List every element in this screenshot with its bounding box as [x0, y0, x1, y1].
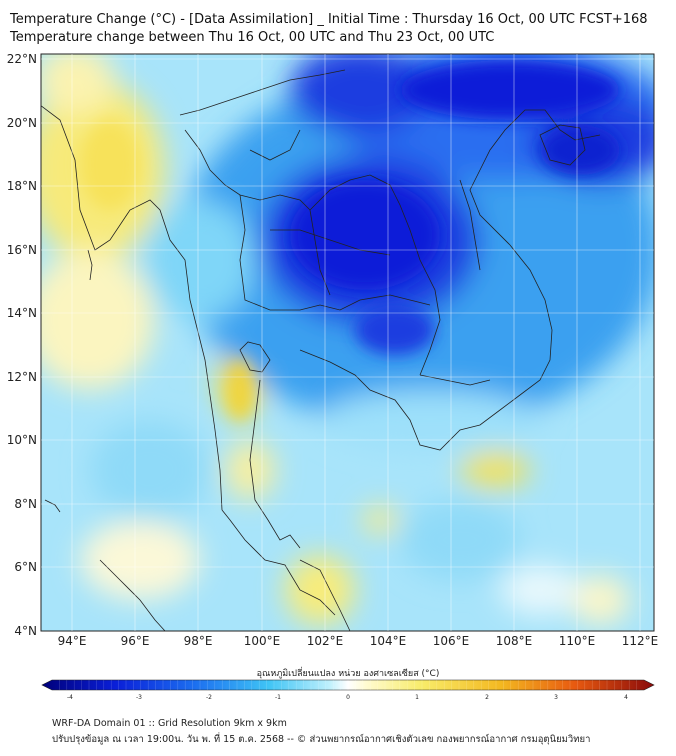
footer-line-1: WRF-DA Domain 01 :: Grid Resolution 9km … — [52, 718, 287, 729]
colorbar-tick: -3 — [136, 694, 142, 701]
lon-tick: 112°E — [622, 634, 659, 648]
colorbar-tick: -4 — [67, 694, 73, 701]
colorbar-tick: 1 — [415, 694, 419, 701]
lon-tick: 102°E — [307, 634, 344, 648]
lat-tick: 20°N — [7, 116, 37, 130]
lon-tick: 106°E — [433, 634, 470, 648]
lon-tick: 94°E — [58, 634, 87, 648]
lat-tick: 6°N — [14, 560, 37, 574]
coastline-borders — [41, 69, 601, 631]
lat-tick: 16°N — [7, 243, 37, 257]
title-line-1: Temperature Change (°C) - [Data Assimila… — [10, 12, 648, 27]
footer-line-2: ปรับปรุงข้อมูล ณ เวลา 19:00น. วัน พ. ที่… — [52, 734, 591, 745]
map-frame — [40, 53, 655, 632]
colorbar-tick: 2 — [485, 694, 489, 701]
lat-tick: 22°N — [7, 52, 37, 66]
lat-tick: 18°N — [7, 179, 37, 193]
colorbar-tick: -1 — [275, 694, 281, 701]
colorbar-tick: 3 — [554, 694, 558, 701]
lat-tick: 14°N — [7, 306, 37, 320]
colorbar-tick: 4 — [624, 694, 628, 701]
temperature-field — [41, 54, 654, 631]
colorbar-tick: -2 — [206, 694, 212, 701]
lon-tick: 104°E — [370, 634, 407, 648]
colorbar — [41, 679, 655, 691]
lon-tick: 100°E — [244, 634, 281, 648]
lat-tick: 4°N — [14, 624, 37, 638]
lat-tick: 12°N — [7, 370, 37, 384]
lat-tick: 10°N — [7, 433, 37, 447]
lon-tick: 98°E — [184, 634, 213, 648]
lon-tick: 108°E — [496, 634, 533, 648]
lon-tick: 96°E — [121, 634, 150, 648]
colorbar-label: อุณหภูมิเปลี่ยนแปลง หน่วย องศาเซลเซียส (… — [257, 666, 440, 679]
lon-tick-labels: 94°E 96°E 98°E 100°E 102°E 104°E 106°E 1… — [58, 634, 659, 648]
graticule — [41, 54, 654, 631]
lon-tick: 110°E — [559, 634, 596, 648]
lat-tick: 8°N — [14, 497, 37, 511]
colorbar-bar — [41, 679, 655, 691]
title-line-2: Temperature change between Thu 16 Oct, 0… — [10, 30, 495, 45]
colorbar-ticks: -4 -3 -2 -1 0 1 2 3 4 — [67, 694, 628, 701]
colorbar-tick: 0 — [346, 694, 350, 701]
lat-tick-labels: 22°N 20°N 18°N 16°N 14°N 12°N 10°N 8°N 6… — [7, 52, 37, 638]
